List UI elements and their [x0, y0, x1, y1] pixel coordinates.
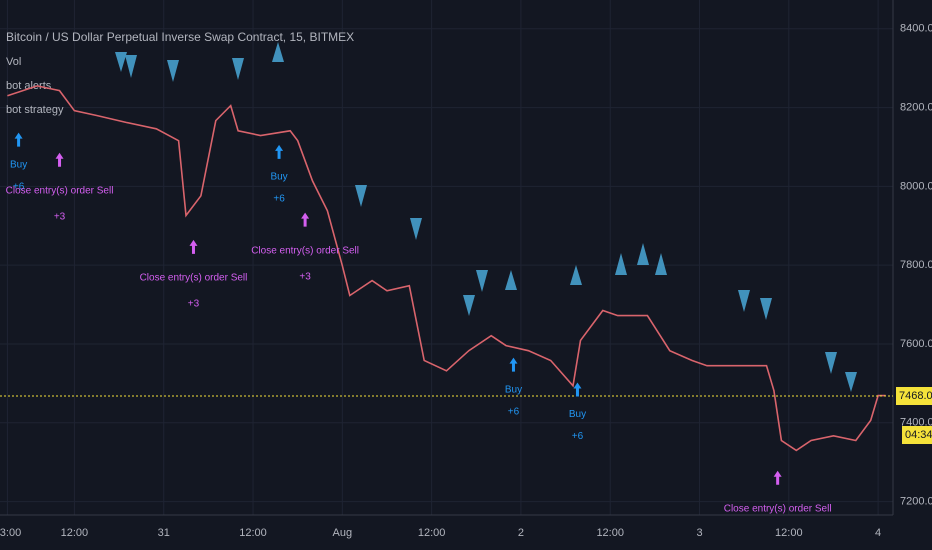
annotation-size: +6	[273, 194, 285, 205]
annotation-label: Close entry(s) order Sell	[6, 185, 114, 196]
annotation-size: +3	[188, 298, 200, 309]
countdown-label: 04:34	[905, 429, 932, 441]
y-tick-label: 7800.0	[900, 259, 932, 271]
x-tick-label: 3	[696, 527, 702, 539]
annotation-arrow	[189, 239, 198, 254]
annotation-label: Buy	[270, 172, 287, 183]
last-price-label: 7468.0	[899, 390, 932, 402]
y-tick-label: 8200.0	[900, 101, 932, 113]
annotation-arrow	[275, 144, 284, 159]
annotation-size: +6	[572, 431, 584, 442]
x-tick-label: Aug	[333, 527, 353, 539]
annotation-arrow	[301, 212, 310, 227]
annotation-arrow	[55, 152, 64, 167]
x-tick-label: 12:00	[239, 527, 267, 539]
annotation-label: Close entry(s) order Sell	[251, 245, 359, 256]
indicator-label: bot alerts	[6, 80, 52, 92]
alert-markers	[115, 42, 857, 392]
x-tick-label: 12:00	[418, 527, 446, 539]
last-price-box	[896, 387, 932, 406]
y-tick-label: 8000.0	[900, 180, 932, 192]
annotation-label: Close entry(s) order Sell	[724, 503, 832, 514]
annotation-label: Buy	[569, 409, 586, 420]
annotation-arrow	[573, 382, 582, 397]
x-tick-label: 2	[518, 527, 524, 539]
annotation-size: +6	[508, 406, 520, 417]
x-tick-label: 4	[875, 527, 881, 539]
annotation-arrow	[773, 470, 782, 485]
x-tick-label: 12:00	[775, 527, 803, 539]
x-tick-label: 31	[158, 527, 170, 539]
y-tick-label: 7600.0	[900, 338, 932, 350]
annotation-size: +6	[13, 181, 25, 192]
x-tick-label: 03:00	[0, 527, 21, 539]
chart-title: Bitcoin / US Dollar Perpetual Inverse Sw…	[6, 30, 354, 44]
x-tick-label: 12:00	[596, 527, 624, 539]
y-tick-label: 7400.0	[900, 417, 932, 429]
y-tick-label: 7200.0	[900, 496, 932, 508]
annotation-size: +3	[54, 211, 66, 222]
annotation-label: Close entry(s) order Sell	[140, 272, 248, 283]
price-line	[7, 85, 886, 452]
indicator-label: bot strategy	[6, 104, 64, 116]
countdown-box	[902, 426, 932, 445]
x-tick-label: 12:00	[61, 527, 89, 539]
annotation-label: Buy	[10, 159, 27, 170]
indicator-label: Vol	[6, 56, 21, 68]
y-tick-label: 8400.0	[900, 23, 932, 35]
annotation-arrow	[14, 132, 23, 147]
annotation-label: Buy	[505, 384, 522, 395]
annotation-size: +3	[299, 271, 311, 282]
annotation-arrow	[509, 357, 518, 372]
